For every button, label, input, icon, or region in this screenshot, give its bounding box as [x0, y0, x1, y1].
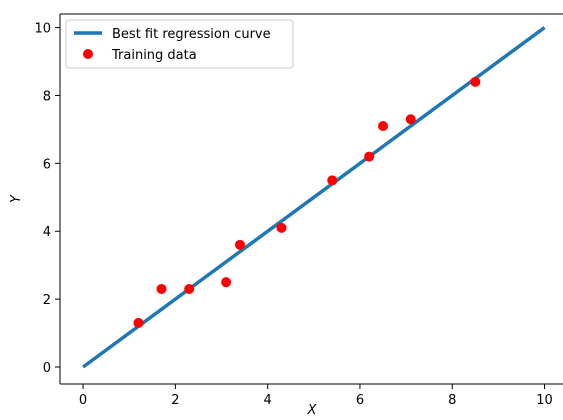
legend-swatch-dot: [83, 49, 93, 59]
x-tick-label: 6: [356, 393, 364, 408]
legend-label-dots: Training data: [111, 48, 197, 63]
legend: Best fit regression curve Training data: [65, 19, 294, 69]
y-tick-label: 4: [43, 225, 51, 240]
data-point: [327, 175, 338, 186]
x-tick-label: 0: [79, 393, 87, 408]
y-axis-label: Y: [9, 194, 24, 203]
data-point: [221, 277, 232, 288]
data-point: [156, 283, 167, 294]
x-tick-label: 4: [264, 393, 272, 408]
data-point: [364, 151, 375, 162]
y-tick-label: 6: [43, 157, 51, 172]
regression-line: [82, 26, 546, 369]
data-point: [234, 239, 245, 250]
data-point: [184, 283, 195, 294]
axes-layer: [59, 13, 563, 385]
ticks-layer: 0 2 4 6 8 10 0 2 4 6 8 10: [34, 22, 552, 408]
data-point: [133, 317, 144, 328]
data-point: [405, 114, 416, 125]
x-tick-label: 2: [171, 393, 179, 408]
series-layer: [82, 26, 546, 369]
x-tick-label: 10: [536, 393, 553, 408]
y-tick-label: 2: [43, 293, 51, 308]
data-point: [470, 76, 481, 87]
data-point: [276, 222, 287, 233]
x-axis-label: X: [307, 403, 318, 416]
data-point: [378, 121, 389, 132]
legend-label-line: Best fit regression curve: [112, 27, 271, 42]
legend-box: [65, 19, 294, 69]
y-tick-label: 10: [34, 22, 51, 37]
y-tick-label: 0: [43, 361, 51, 376]
x-tick-label: 8: [448, 393, 456, 408]
y-tick-label: 8: [43, 89, 51, 104]
